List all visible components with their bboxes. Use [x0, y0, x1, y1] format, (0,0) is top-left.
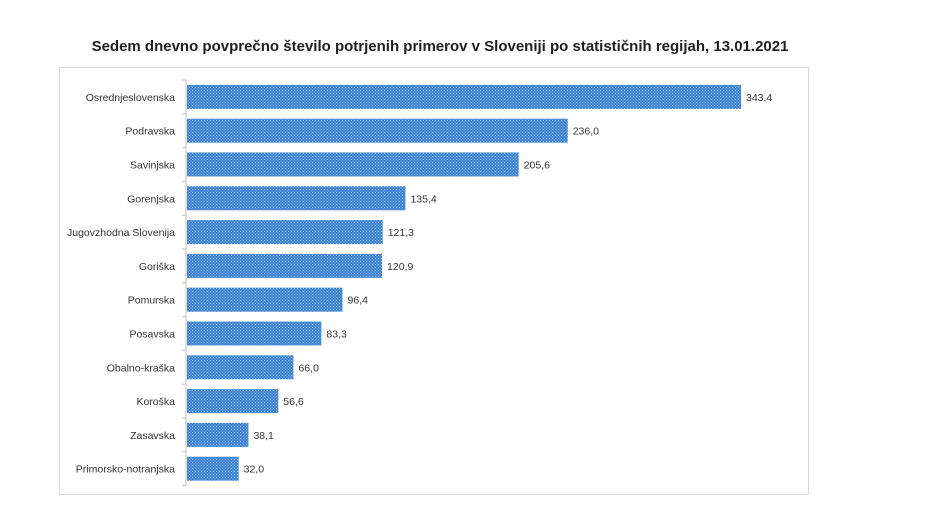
value-label: 205,6	[524, 160, 550, 172]
value-label: 236,0	[573, 126, 599, 138]
bar	[187, 287, 343, 312]
value-label: 38,1	[253, 430, 274, 442]
category-label: Primorsko-notranjska	[76, 464, 175, 476]
category-label: Savinjska	[130, 160, 175, 172]
value-label: 96,4	[348, 295, 369, 307]
bar	[187, 253, 383, 278]
bar	[187, 152, 519, 177]
value-label: 120,9	[387, 261, 413, 273]
value-label: 56,6	[283, 396, 304, 408]
value-label: 83,3	[326, 329, 347, 341]
category-label: Osrednjeslovenska	[86, 92, 175, 104]
value-label: 343,4	[746, 92, 772, 104]
bar	[187, 389, 279, 414]
category-label: Posavska	[129, 329, 175, 341]
value-label: 66,0	[298, 362, 319, 374]
bar	[187, 186, 406, 211]
category-label: Podravska	[125, 126, 175, 138]
category-label: Goriška	[139, 261, 175, 273]
bar	[187, 422, 249, 447]
bar	[187, 456, 239, 481]
value-label: 32,0	[244, 464, 265, 476]
category-label: Jugovzhodna Slovenija	[67, 227, 175, 239]
bar	[187, 355, 294, 380]
category-label: Koroška	[136, 396, 175, 408]
bar	[187, 118, 568, 143]
bar	[187, 321, 322, 346]
bar	[187, 220, 383, 245]
value-label: 135,4	[410, 193, 436, 205]
bar	[187, 84, 741, 109]
chart-title: Sedem dnevno povprečno število potrjenih…	[91, 38, 789, 55]
chart-frame	[59, 67, 809, 495]
category-label: Zasavska	[130, 430, 175, 442]
category-label: Pomurska	[128, 295, 175, 307]
category-label: Gorenjska	[127, 193, 175, 205]
value-label: 121,3	[388, 227, 414, 239]
category-label: Obalno-kraška	[107, 362, 175, 374]
